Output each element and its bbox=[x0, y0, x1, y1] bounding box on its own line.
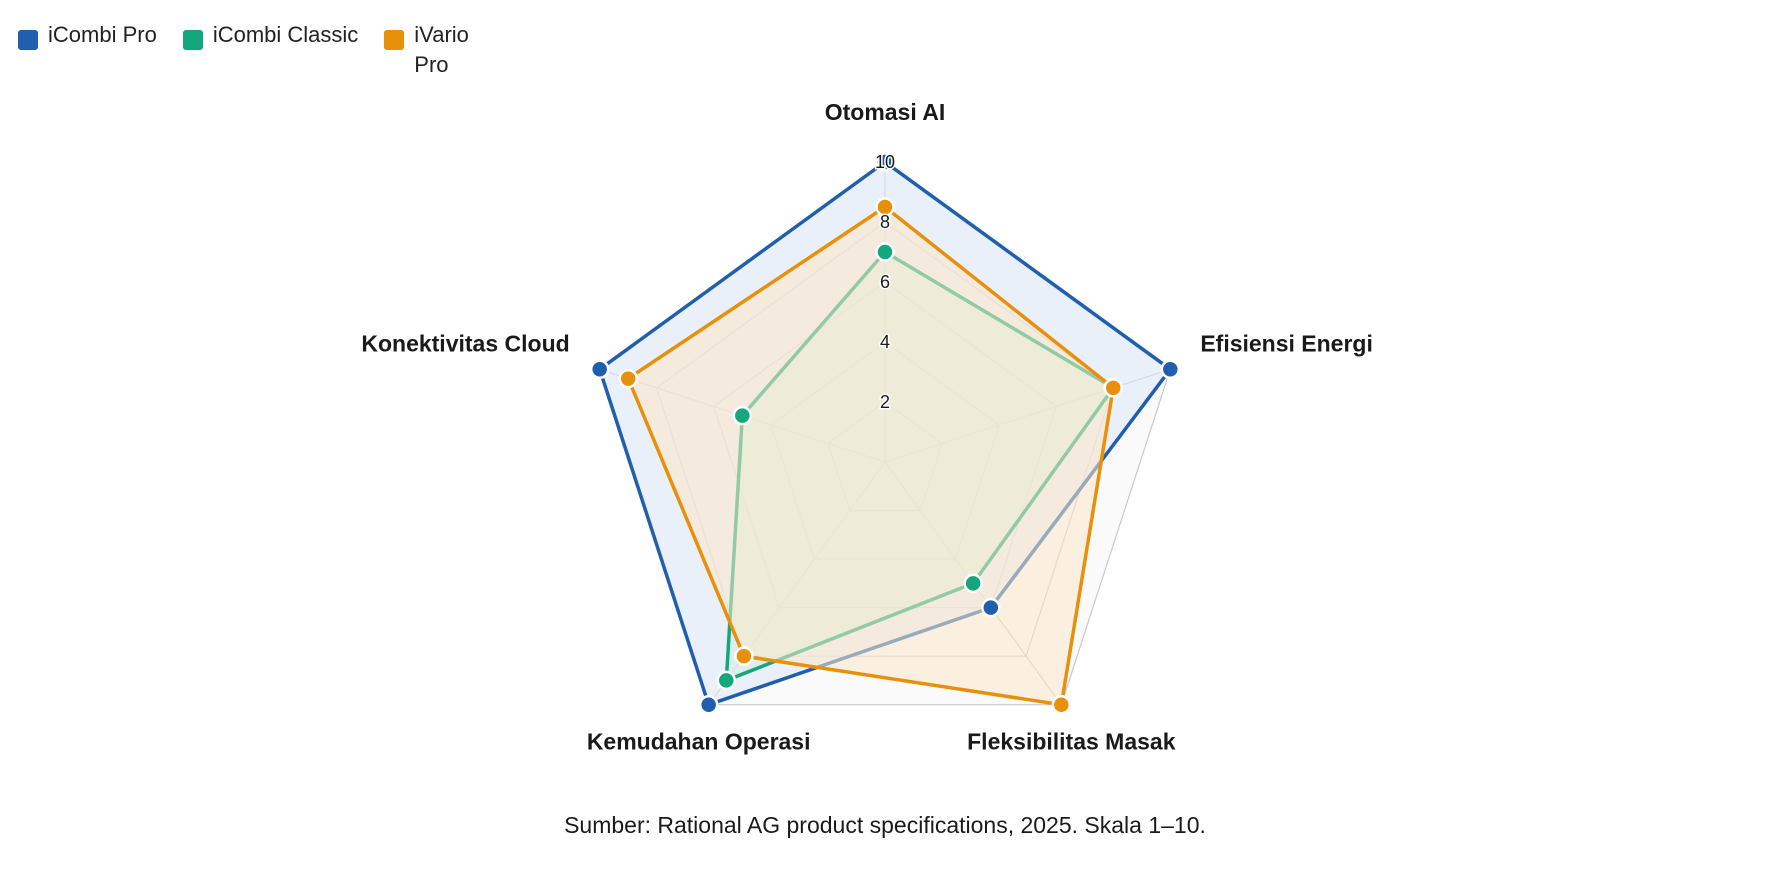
point-ivario-pro-fleksibilitas-masak[interactable] bbox=[1051, 694, 1072, 715]
radial-tick-labels: 2 4 6 8 10 bbox=[873, 151, 896, 414]
point-icombi-pro-konektivitas-cloud[interactable] bbox=[589, 359, 610, 380]
chart-legend: iCombi Pro iCombi Classic iVario Pro bbox=[18, 20, 494, 80]
tick-label-6: 6 bbox=[880, 272, 890, 292]
legend-label: iCombi Classic bbox=[212, 22, 359, 47]
point-ivario-pro-efisiensi-energi[interactable] bbox=[1103, 378, 1124, 398]
legend-item-icombi-pro[interactable]: iCombi Pro bbox=[18, 20, 157, 50]
legend-swatch bbox=[18, 30, 38, 50]
point-icombi-classic-otomasi-ai[interactable] bbox=[875, 242, 895, 262]
point-icombi-pro-efisiensi-energi[interactable] bbox=[1160, 359, 1181, 380]
point-icombi-pro-fleksibilitas-masak[interactable] bbox=[981, 597, 1001, 618]
legend-label: iCombi Pro bbox=[48, 22, 157, 47]
legend-swatch bbox=[384, 30, 405, 50]
point-icombi-classic-kemudahan-operasi[interactable] bbox=[716, 670, 737, 691]
axis-label-kemudahan-operasi: Kemudahan Operasi bbox=[587, 729, 811, 755]
series-area-ivario-pro bbox=[626, 205, 1116, 707]
legend-item-ivario-pro[interactable]: iVario Pro bbox=[384, 20, 494, 80]
axis-label-fleksibilitas-masak: Fleksibilitas Masak bbox=[967, 729, 1176, 755]
tick-label-2: 2 bbox=[880, 392, 890, 412]
legend-swatch bbox=[182, 30, 203, 50]
tick-label-4: 4 bbox=[880, 332, 890, 352]
legend-label: iVario Pro bbox=[414, 22, 469, 77]
tick-label-8: 8 bbox=[880, 212, 890, 232]
source-note: Sumber: Rational AG product specificatio… bbox=[564, 812, 1206, 838]
point-icombi-pro-kemudahan-operasi[interactable] bbox=[698, 694, 719, 715]
point-icombi-classic-konektivitas-cloud[interactable] bbox=[732, 405, 753, 426]
axis-label-efisiensi-energi: Efisiensi Energi bbox=[1200, 330, 1373, 356]
point-icombi-classic-fleksibilitas-masak[interactable] bbox=[963, 573, 983, 594]
point-ivario-pro-konektivitas-cloud[interactable] bbox=[618, 368, 638, 389]
radar-series bbox=[589, 152, 1181, 715]
tick-label-10: 10 bbox=[875, 152, 895, 172]
point-icombi-pro-otomasi-ai[interactable] bbox=[875, 152, 895, 172]
axis-label-otomasi-ai: Otomasi AI bbox=[825, 99, 946, 125]
legend-item-icombi-classic[interactable]: iCombi Classic bbox=[182, 20, 359, 50]
point-ivario-pro-kemudahan-operasi[interactable] bbox=[734, 646, 754, 666]
point-ivario-pro-otomasi-ai[interactable] bbox=[875, 197, 895, 217]
axis-labels: Otomasi AI Efisiensi Energi Fleksibilitas … bbox=[361, 99, 1373, 755]
axis-label-konektivitas-cloud: Konektivitas Cloud bbox=[361, 330, 569, 356]
